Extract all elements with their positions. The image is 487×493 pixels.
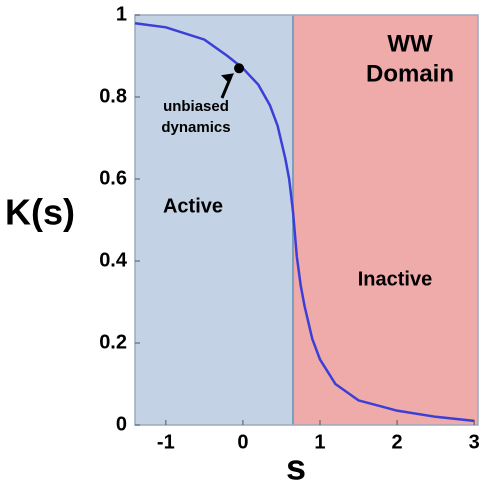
annotation-text: unbiased	[163, 98, 229, 115]
y-tick-label: 0.2	[99, 331, 127, 353]
annotation-point	[234, 63, 245, 74]
y-axis-label: K(s)	[5, 192, 75, 233]
x-tick-label: 2	[392, 431, 403, 453]
y-tick-label: 0.4	[99, 249, 128, 271]
chart-title: Domain	[366, 60, 454, 87]
y-tick-label: 0.8	[99, 85, 127, 107]
y-tick-label: 1	[116, 3, 127, 25]
chart-title: WW	[387, 30, 433, 57]
annotation-text: dynamics	[161, 119, 230, 136]
region-label: Inactive	[358, 268, 432, 290]
x-tick-label: -1	[157, 431, 175, 453]
x-tick-label: 3	[469, 431, 480, 453]
x-tick-label: 1	[314, 431, 325, 453]
plot-frame	[134, 14, 479, 426]
region	[293, 15, 478, 425]
x-axis-label: s	[286, 447, 306, 488]
region	[135, 15, 294, 425]
y-tick-label: 0	[116, 413, 127, 435]
x-tick-label: 0	[237, 431, 248, 453]
line	[134, 21, 475, 423]
region-label: Active	[163, 195, 223, 217]
arrow-head	[221, 73, 235, 84]
y-tick-label: 0.6	[99, 167, 127, 189]
